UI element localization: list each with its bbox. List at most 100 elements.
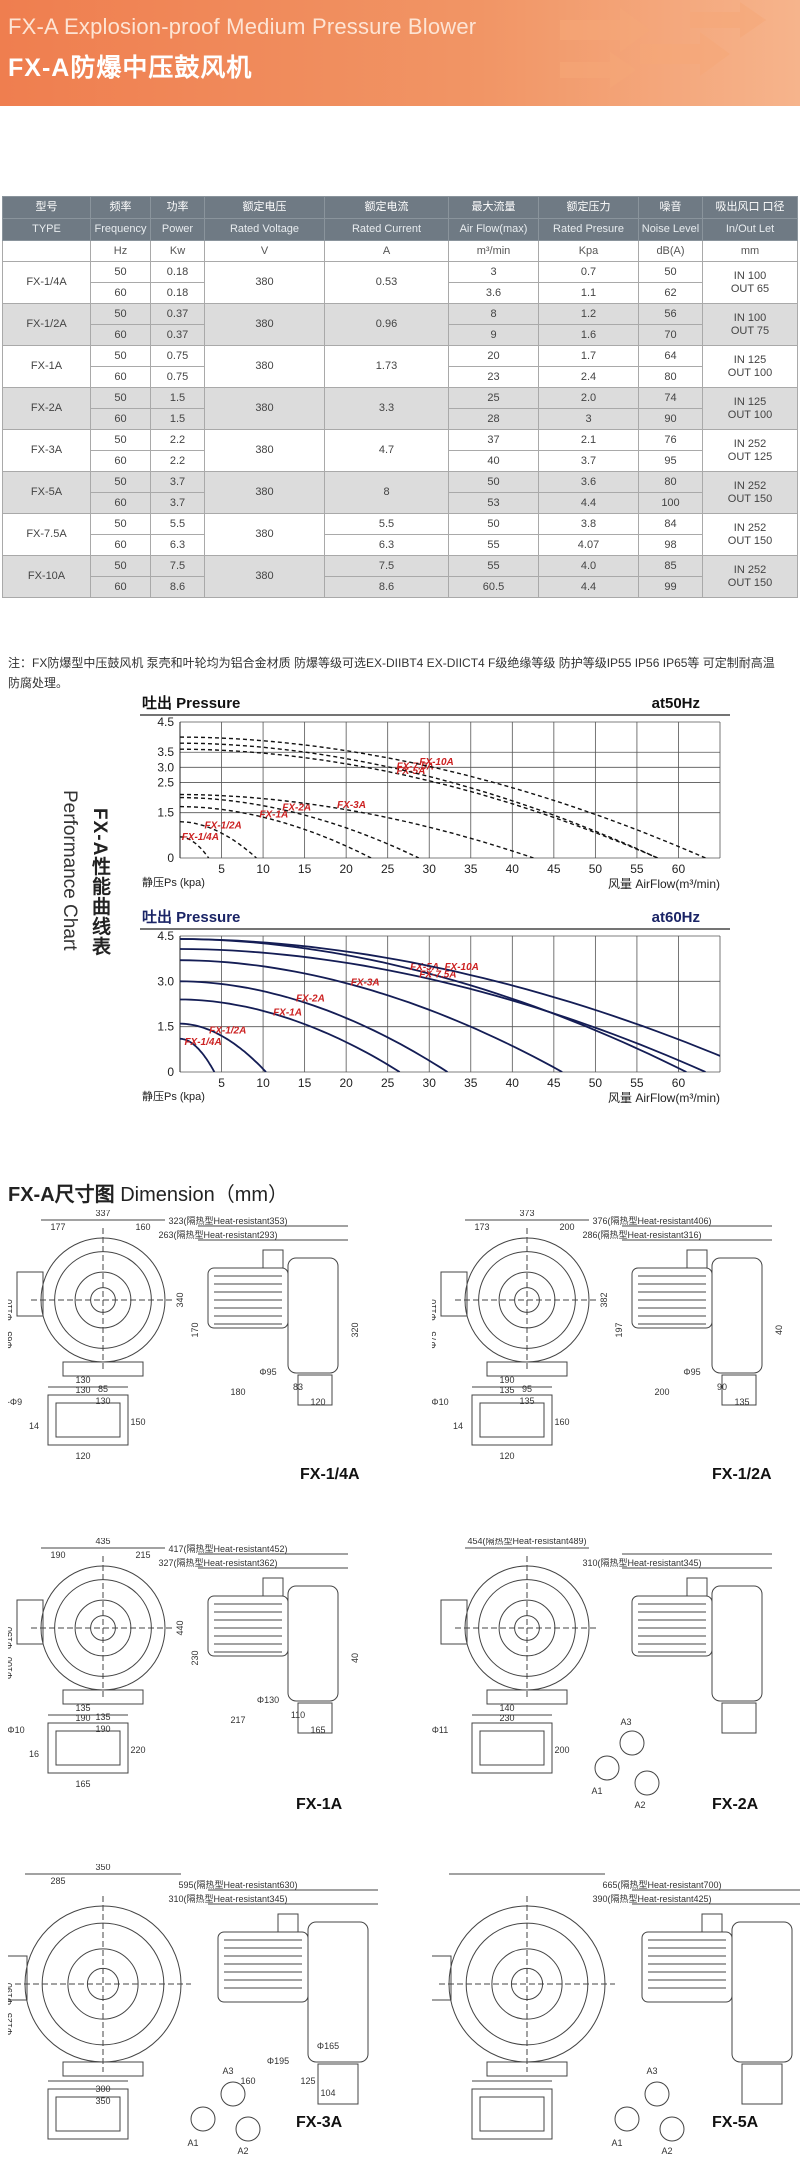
table-row: FX-1A 50 0.75 380 1.73 20 1.7 64 IN 125 OUT 100 <box>2 345 798 388</box>
series-label: FX-1A <box>273 1007 302 1018</box>
table-cell: 0.96 <box>324 303 449 346</box>
series-line <box>180 805 372 858</box>
table-cell: 1.5 <box>150 408 205 430</box>
dimension-value: 40 <box>774 1325 784 1335</box>
dimension-value: 665(隔热型Heat-resistant700) <box>602 1879 721 1890</box>
table-row: FX-2A 50 1.5 380 3.3 25 2.0 74 IN 125 OUT 100 <box>2 387 798 430</box>
table-cell: 50 <box>90 429 151 451</box>
table-cell: 5.5 <box>324 513 449 535</box>
dimension-value: 85 <box>98 1384 108 1394</box>
dimension-value: 190 <box>95 1724 110 1734</box>
dimension-value: 327(隔热型Heat-resistant362) <box>158 1557 277 1568</box>
table-cell: 50 <box>90 345 151 367</box>
table-row: 60 8.6 8.6 60.5 4.4 99 <box>3 576 798 598</box>
table-type: FX-1/2A <box>2 303 91 346</box>
dimension-value: A1 <box>611 2138 622 2148</box>
y-axis-label: 静压Ps (kpa) <box>142 1089 205 1103</box>
chart-60hz: 吐出 Pressure at60Hz 5 10 15 20 25 30 35 40 45 50 55 60… <box>140 904 740 1134</box>
dimension-value: 215 <box>135 1550 150 1560</box>
dimension-value: 373 <box>519 1210 534 1218</box>
table-cell: 0.37 <box>150 303 205 325</box>
table-cell: 60 <box>90 282 151 304</box>
table-inlet: IN 100 OUT 65 <box>702 261 798 304</box>
x-tick-label: 30 <box>423 1076 437 1090</box>
table-cell: 6.3 <box>324 534 449 556</box>
dimension-value: 104 <box>320 2088 335 2098</box>
table-cell: 62 <box>638 282 703 304</box>
x-tick-label: 55 <box>630 1076 644 1090</box>
table-cell: 25 <box>448 387 539 409</box>
dimension-value: 130 <box>75 1375 90 1385</box>
blower-drawing-icon: 350 285 595(隔热型Heat-resistant630) 310(隔热型He… <box>0 1862 378 2156</box>
dimension-drawing: 454(隔热型Heat-resistant489) 310(隔热型Heat-res… <box>424 1535 800 1843</box>
dimension-value: A2 <box>661 2146 672 2156</box>
y-tick-label: 3.0 <box>157 760 174 774</box>
chart-freq-label: at60Hz <box>652 909 700 926</box>
table-cell: 60 <box>90 324 151 346</box>
x-tick-label: 40 <box>506 862 520 876</box>
series-line <box>180 938 687 1072</box>
table-cell: 1.73 <box>324 345 449 388</box>
table-header-en: Power <box>150 218 205 241</box>
x-tick-label: 60 <box>672 862 686 876</box>
spec-note: 注：FX防爆型中压鼓风机 泵壳和叶轮均为铝合金材质 防爆等级可选EX-DIIBT… <box>8 656 775 690</box>
dimension-value: 90 <box>717 1382 727 1392</box>
dimension-value: 595(隔热型Heat-resistant630) <box>178 1879 297 1890</box>
table-cell: 2.1 <box>538 429 639 451</box>
dimension-value: A2 <box>634 1800 645 1810</box>
table-cell: 8 <box>448 303 539 325</box>
table-type: FX-1/4A <box>2 261 91 304</box>
inlet-label: IN 100 <box>733 269 767 282</box>
series-label: FX-7.5A <box>419 969 456 980</box>
dimension-value: 177 <box>50 1222 65 1232</box>
table-cell: 380 <box>204 387 325 430</box>
chart-title: 吐出 Pressure <box>142 694 240 712</box>
inlet-label: IN 100 <box>733 311 767 324</box>
table-header-cn: 频率 <box>90 196 151 219</box>
table-type: FX-2A <box>2 387 91 430</box>
dimension-value: 350 <box>95 2096 110 2106</box>
y-tick-label: 3.5 <box>157 745 174 759</box>
table-cell: 80 <box>638 471 703 493</box>
table-cell: 380 <box>204 555 325 598</box>
table-cell: 380 <box>204 429 325 472</box>
dimension-drawing: 435 190 215 440 135 190 Φ150 Φ100 417(隔热型Heat-re… <box>0 1536 388 1843</box>
dimension-value: 200 <box>654 1387 669 1397</box>
header-banner: FX-A Explosion-proof Medium Pressure Blo… <box>0 0 800 106</box>
dimension-value: 197 <box>614 1322 624 1337</box>
dimension-title-cn: FX-A尺寸图 <box>8 1184 115 1206</box>
x-tick-label: 35 <box>464 1076 478 1090</box>
table-cell: 0.18 <box>150 261 205 283</box>
blower-drawing-icon: 454(隔热型Heat-resistant489) 310(隔热型Heat-res… <box>424 1535 772 1810</box>
dimension-value: 14 <box>453 1421 463 1431</box>
table-cell: 3.7 <box>150 492 205 514</box>
table-header-cn: 功率 <box>150 196 205 219</box>
table-row: FX-3A 50 2.2 380 4.7 37 2.1 76 IN 252 OUT 125 <box>2 429 798 472</box>
dimension-value: Φ95 <box>259 1367 276 1377</box>
dimension-value: 382 <box>599 1292 609 1307</box>
dimension-value: 120 <box>75 1451 90 1461</box>
dimension-value: 150 <box>130 1417 145 1427</box>
dimension-value: 170 <box>190 1322 200 1337</box>
table-row: 60 6.3 6.3 55 4.07 98 <box>3 534 798 556</box>
dimension-value: 220 <box>130 1745 145 1755</box>
table-cell: 3.3 <box>324 387 449 430</box>
dimension-value: 390(隔热型Heat-resistant425) <box>592 1893 711 1904</box>
dimension-value: Φ75 <box>432 1331 438 1348</box>
table-cell: 64 <box>638 345 703 367</box>
table-unit: V <box>204 240 325 262</box>
dimension-value: 95 <box>522 1384 532 1394</box>
dimension-value: 173 <box>474 1222 489 1232</box>
table-cell: 50 <box>638 261 703 283</box>
dimension-value: Φ110 <box>432 1299 438 1321</box>
table-row: FX-5A 50 3.7 380 8 50 3.6 80 IN 252 OUT 150 <box>2 471 798 514</box>
table-header-en: Frequency <box>90 218 151 241</box>
dimension-value: 135 <box>95 1712 110 1722</box>
dimension-drawing: 350 285 595(隔热型Heat-resistant630) 310(隔热型He… <box>0 1862 388 2169</box>
dimension-value: 435 <box>95 1538 110 1546</box>
x-tick-label: 55 <box>630 862 644 876</box>
y-tick-label: 3.0 <box>157 974 174 988</box>
table-cell: 23 <box>448 366 539 388</box>
table-row: 60 0.18 3.6 1.1 62 <box>3 282 798 304</box>
